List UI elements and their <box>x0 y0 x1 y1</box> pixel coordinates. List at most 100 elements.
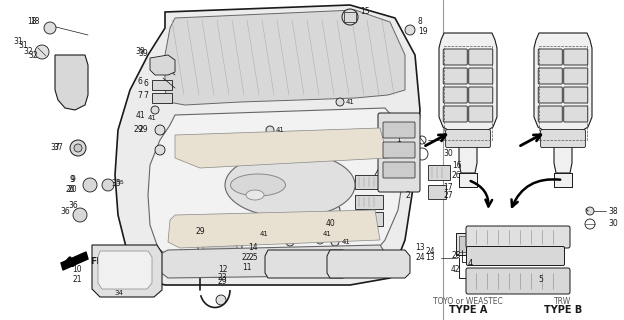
Polygon shape <box>265 250 348 278</box>
Bar <box>355 195 383 209</box>
Circle shape <box>102 179 114 191</box>
Text: 29: 29 <box>195 228 205 236</box>
Bar <box>554 173 572 187</box>
Bar <box>459 236 481 252</box>
Text: 4: 4 <box>467 259 472 268</box>
Text: 36: 36 <box>60 207 70 217</box>
FancyBboxPatch shape <box>467 246 565 266</box>
Text: 13: 13 <box>415 244 424 252</box>
Circle shape <box>331 238 339 246</box>
Ellipse shape <box>230 174 286 196</box>
Text: 7: 7 <box>143 92 148 100</box>
Polygon shape <box>98 251 152 289</box>
Circle shape <box>74 144 82 152</box>
FancyBboxPatch shape <box>198 240 242 276</box>
Text: 14: 14 <box>248 244 258 252</box>
FancyBboxPatch shape <box>539 68 562 84</box>
Text: 13: 13 <box>426 253 435 262</box>
Circle shape <box>73 208 87 222</box>
Text: 32: 32 <box>23 47 33 57</box>
Circle shape <box>205 233 215 243</box>
Text: 24: 24 <box>415 253 424 262</box>
FancyBboxPatch shape <box>443 87 467 103</box>
Text: 23: 23 <box>218 274 228 283</box>
Text: 9: 9 <box>70 175 75 185</box>
Circle shape <box>151 106 159 114</box>
Bar <box>355 175 383 189</box>
Text: 40: 40 <box>325 220 335 228</box>
Text: 19: 19 <box>418 28 427 36</box>
Bar <box>355 212 383 226</box>
Text: 12: 12 <box>218 266 228 275</box>
FancyBboxPatch shape <box>469 87 493 103</box>
Polygon shape <box>175 128 388 168</box>
Text: 27: 27 <box>443 191 452 201</box>
Bar <box>344 12 356 22</box>
FancyBboxPatch shape <box>466 226 570 248</box>
Text: 35: 35 <box>117 180 125 186</box>
Polygon shape <box>155 245 390 278</box>
Text: 31: 31 <box>13 37 23 46</box>
FancyBboxPatch shape <box>563 87 588 103</box>
Text: 25: 25 <box>248 253 258 262</box>
Text: 28: 28 <box>452 251 462 260</box>
Polygon shape <box>150 55 175 75</box>
FancyBboxPatch shape <box>563 68 588 84</box>
Text: 41: 41 <box>135 110 145 119</box>
Polygon shape <box>148 108 405 264</box>
Polygon shape <box>115 5 420 285</box>
Text: 33: 33 <box>114 280 123 286</box>
Text: 34: 34 <box>114 290 123 296</box>
FancyBboxPatch shape <box>539 49 562 65</box>
FancyBboxPatch shape <box>540 130 585 148</box>
FancyBboxPatch shape <box>383 122 415 138</box>
FancyBboxPatch shape <box>469 49 493 65</box>
Polygon shape <box>55 55 88 110</box>
Text: 6: 6 <box>137 77 142 86</box>
FancyBboxPatch shape <box>443 49 467 65</box>
Text: 17: 17 <box>443 183 452 193</box>
Text: 39: 39 <box>135 47 145 57</box>
FancyBboxPatch shape <box>203 245 237 271</box>
Circle shape <box>216 295 226 305</box>
Text: 41: 41 <box>346 99 355 105</box>
Text: 41: 41 <box>342 239 351 245</box>
Circle shape <box>286 238 294 246</box>
Circle shape <box>586 207 594 215</box>
FancyBboxPatch shape <box>466 268 570 294</box>
FancyBboxPatch shape <box>383 162 415 178</box>
Circle shape <box>263 236 271 244</box>
Text: 29: 29 <box>133 125 143 134</box>
Text: 38: 38 <box>443 133 452 142</box>
Circle shape <box>83 178 97 192</box>
Text: 32: 32 <box>28 51 37 60</box>
Text: 30: 30 <box>608 220 618 228</box>
Bar <box>152 80 172 90</box>
Text: 37: 37 <box>53 143 63 153</box>
Polygon shape <box>92 245 162 297</box>
Bar <box>459 173 477 187</box>
Circle shape <box>44 22 56 34</box>
Text: 20: 20 <box>66 186 75 195</box>
Text: 1: 1 <box>396 135 401 145</box>
FancyBboxPatch shape <box>446 130 490 148</box>
Bar <box>428 165 450 180</box>
Circle shape <box>155 125 165 135</box>
Polygon shape <box>439 33 497 173</box>
Text: TYPE A: TYPE A <box>449 305 487 315</box>
Text: TRW: TRW <box>554 298 572 307</box>
Text: TYPE B: TYPE B <box>544 305 582 315</box>
FancyBboxPatch shape <box>563 106 588 122</box>
Text: 41: 41 <box>323 231 332 237</box>
Text: 41: 41 <box>260 231 269 237</box>
Circle shape <box>155 145 165 155</box>
Text: 30: 30 <box>443 149 453 158</box>
Text: 22: 22 <box>242 252 251 261</box>
Ellipse shape <box>246 190 264 200</box>
Text: 5: 5 <box>538 276 543 284</box>
Bar <box>539 46 587 140</box>
Bar <box>152 93 172 103</box>
FancyBboxPatch shape <box>539 87 562 103</box>
Polygon shape <box>165 10 405 105</box>
Circle shape <box>106 266 114 274</box>
